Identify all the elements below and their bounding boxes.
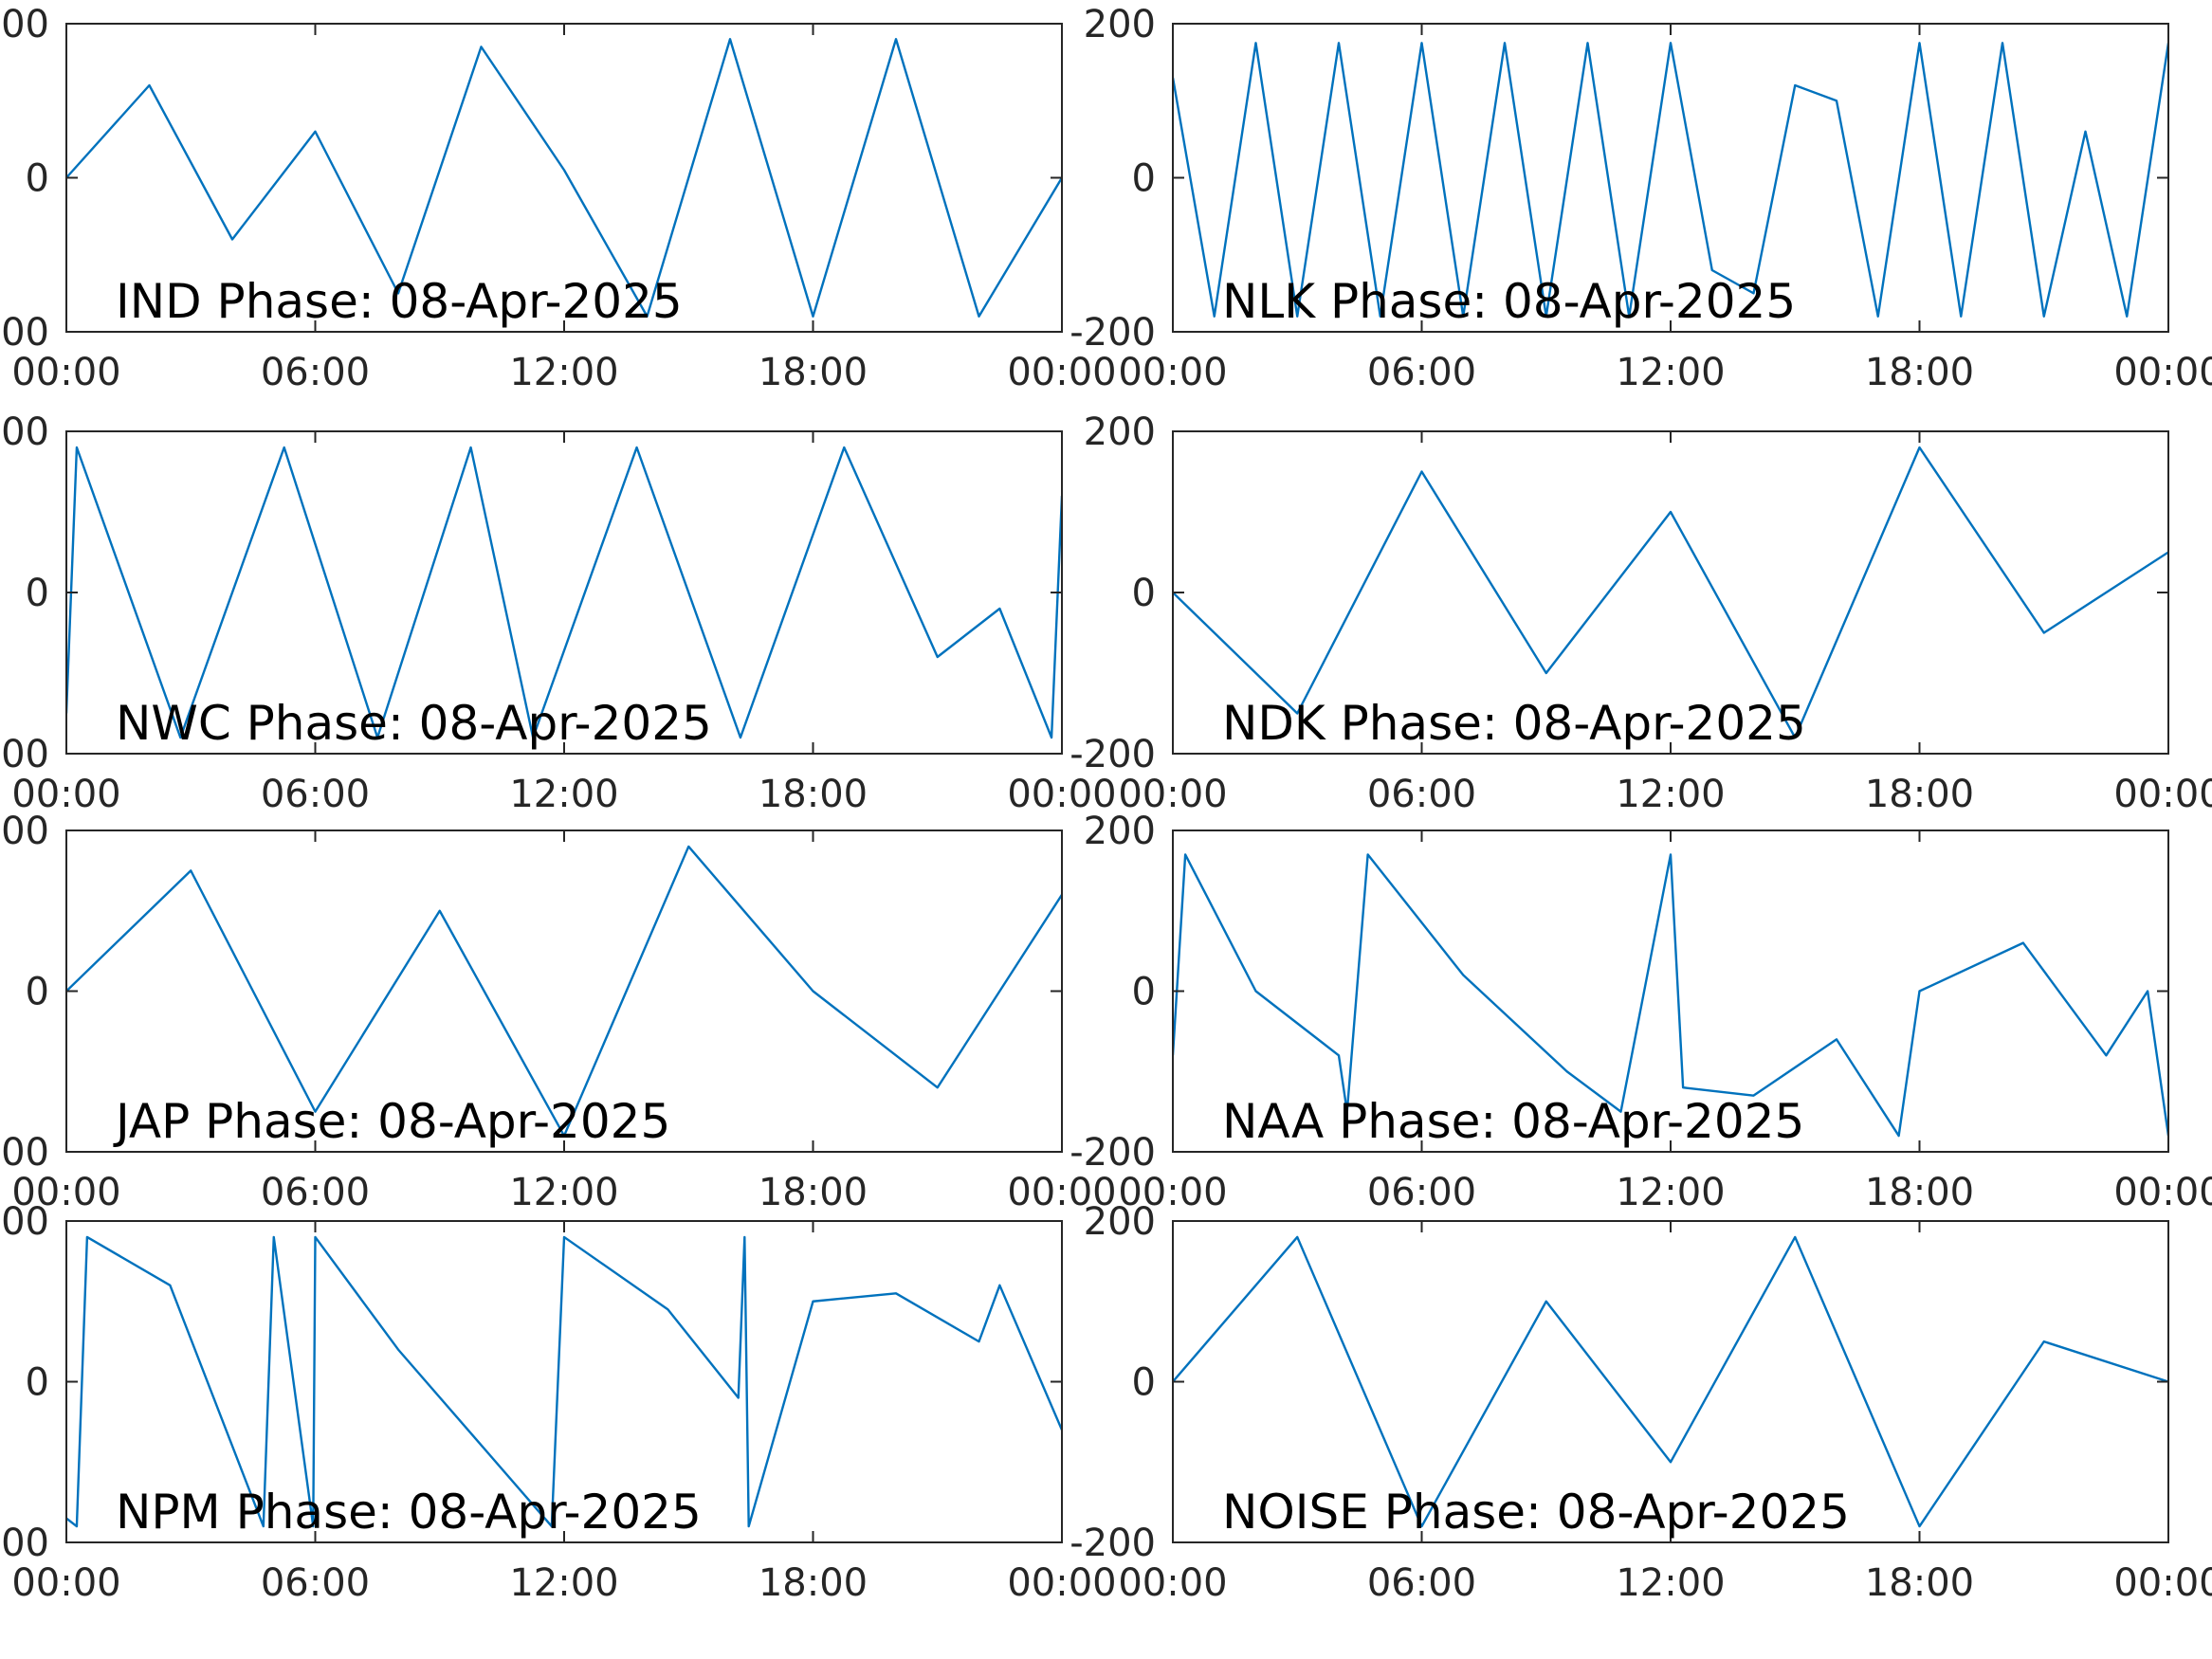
y-tick-label: 200: [0, 410, 49, 454]
panel-title: NPM Phase: 08-Apr-2025: [116, 1485, 702, 1540]
x-tick-label: 06:00: [261, 1171, 370, 1214]
series-line: [1173, 42, 2168, 318]
x-tick-label: 12:00: [1616, 351, 1725, 394]
x-tick-label: 18:00: [759, 773, 868, 816]
x-tick-label: 12:00: [1616, 773, 1725, 816]
y-tick-label: 200: [0, 1200, 49, 1244]
y-tick-label: 0: [26, 1361, 49, 1405]
series-line: [66, 845, 1062, 1138]
series-line: [1173, 446, 2168, 739]
x-tick-label: 12:00: [1616, 1561, 1725, 1605]
y-tick-label: -200: [0, 311, 49, 355]
x-tick-label: 18:00: [1865, 1561, 1974, 1605]
y-tick-label: 0: [1132, 971, 1156, 1014]
x-tick-label: 12:00: [509, 1561, 618, 1605]
y-tick-label: -200: [1069, 1131, 1156, 1175]
y-tick-label: 200: [0, 810, 49, 853]
y-tick-label: 200: [1084, 1200, 1156, 1244]
y-tick-label: -200: [0, 1131, 49, 1175]
y-tick-label: 0: [1132, 1361, 1156, 1405]
panel-title: NDK Phase: 08-Apr-2025: [1222, 696, 1806, 751]
x-tick-label: 00:00: [1007, 351, 1116, 394]
x-tick-label: 00:00: [1118, 773, 1227, 816]
x-tick-label: 00:00: [2113, 1561, 2212, 1605]
x-tick-label: 00:00: [1007, 773, 1116, 816]
x-tick-label: 06:00: [1367, 351, 1476, 394]
x-tick-label: 06:00: [261, 1561, 370, 1605]
x-tick-label: 00:00: [11, 1171, 120, 1214]
y-tick-label: 0: [26, 572, 49, 615]
x-tick-label: 00:00: [1118, 1561, 1227, 1605]
x-tick-label: 00:00: [2113, 773, 2212, 816]
y-tick-label: 0: [1132, 157, 1156, 201]
x-tick-label: 00:00: [2113, 1171, 2212, 1214]
x-tick-label: 12:00: [509, 1171, 618, 1214]
y-tick-label: -200: [0, 1522, 49, 1565]
x-tick-label: 06:00: [1367, 773, 1476, 816]
x-tick-label: 00:00: [11, 773, 120, 816]
panel-title: NOISE Phase: 08-Apr-2025: [1222, 1485, 1850, 1540]
y-tick-label: 200: [1084, 410, 1156, 454]
x-tick-label: 12:00: [1616, 1171, 1725, 1214]
y-tick-label: 200: [0, 3, 49, 46]
panel-title: JAP Phase: 08-Apr-2025: [113, 1094, 670, 1149]
x-tick-label: 18:00: [1865, 1171, 1974, 1214]
x-tick-label: 12:00: [509, 773, 618, 816]
x-tick-label: 18:00: [1865, 773, 1974, 816]
x-tick-label: 18:00: [759, 351, 868, 394]
y-tick-label: -200: [1069, 311, 1156, 355]
y-tick-label: -200: [1069, 1522, 1156, 1565]
x-tick-label: 06:00: [1367, 1171, 1476, 1214]
x-tick-label: 18:00: [1865, 351, 1974, 394]
x-tick-label: 00:00: [11, 351, 120, 394]
panel-title: IND Phase: 08-Apr-2025: [116, 274, 683, 329]
x-tick-label: 06:00: [261, 773, 370, 816]
series-line: [66, 1235, 1062, 1528]
x-tick-label: 00:00: [1118, 351, 1227, 394]
y-tick-label: 200: [1084, 810, 1156, 853]
x-tick-label: 12:00: [509, 351, 618, 394]
series-line: [66, 38, 1062, 318]
x-tick-label: 00:00: [1007, 1171, 1116, 1214]
y-tick-label: -200: [0, 733, 49, 776]
series-line: [1173, 853, 2168, 1138]
x-tick-label: 06:00: [261, 351, 370, 394]
x-tick-label: 00:00: [2113, 351, 2212, 394]
panel-title: NWC Phase: 08-Apr-2025: [116, 696, 712, 751]
y-tick-label: 0: [26, 971, 49, 1014]
series-line: [1173, 1235, 2168, 1528]
panel-title: NLK Phase: 08-Apr-2025: [1222, 274, 1796, 329]
y-tick-label: 200: [1084, 3, 1156, 46]
y-tick-label: 0: [26, 157, 49, 201]
x-tick-label: 00:00: [1118, 1171, 1227, 1214]
x-tick-label: 18:00: [759, 1171, 868, 1214]
series-line: [66, 446, 1062, 739]
x-tick-label: 18:00: [759, 1561, 868, 1605]
x-tick-label: 00:00: [11, 1561, 120, 1605]
y-tick-label: 0: [1132, 572, 1156, 615]
x-tick-label: 00:00: [1007, 1561, 1116, 1605]
y-tick-label: -200: [1069, 733, 1156, 776]
panel-title: NAA Phase: 08-Apr-2025: [1222, 1094, 1804, 1149]
x-tick-label: 06:00: [1367, 1561, 1476, 1605]
